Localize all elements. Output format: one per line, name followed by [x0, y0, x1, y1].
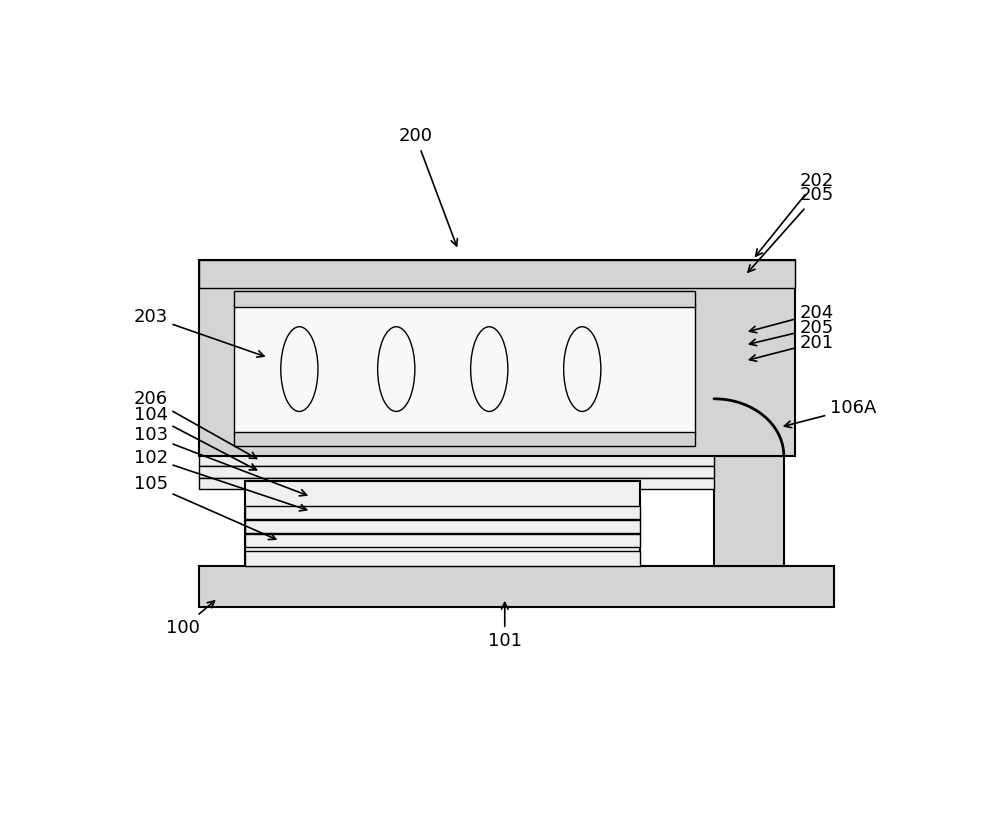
Text: 206: 206: [134, 390, 257, 458]
Text: 202: 202: [756, 172, 834, 256]
Ellipse shape: [378, 327, 415, 411]
Bar: [199, 455, 714, 466]
Bar: [199, 259, 795, 288]
Bar: [714, 456, 784, 566]
Bar: [234, 433, 695, 447]
Bar: [199, 566, 834, 608]
Text: 105: 105: [134, 475, 276, 539]
Text: 205: 205: [748, 186, 834, 272]
Bar: [245, 551, 640, 566]
Text: 106A: 106A: [784, 399, 877, 428]
Bar: [199, 466, 714, 478]
Bar: [245, 521, 640, 533]
Text: 102: 102: [134, 448, 307, 511]
Bar: [245, 481, 640, 566]
Text: 204: 204: [749, 305, 834, 333]
Text: 205: 205: [750, 319, 834, 346]
Text: 101: 101: [488, 603, 522, 650]
Ellipse shape: [281, 327, 318, 411]
Text: 203: 203: [133, 308, 264, 357]
Text: 100: 100: [166, 601, 214, 636]
Bar: [199, 259, 795, 456]
Bar: [245, 507, 640, 519]
Ellipse shape: [471, 327, 508, 411]
Bar: [199, 478, 714, 489]
Bar: [245, 534, 640, 547]
Text: 103: 103: [134, 426, 307, 496]
Text: 104: 104: [134, 406, 257, 470]
Text: 201: 201: [749, 333, 833, 361]
Ellipse shape: [564, 327, 601, 411]
Text: 200: 200: [399, 127, 457, 246]
Bar: [234, 304, 695, 433]
Bar: [234, 291, 695, 307]
